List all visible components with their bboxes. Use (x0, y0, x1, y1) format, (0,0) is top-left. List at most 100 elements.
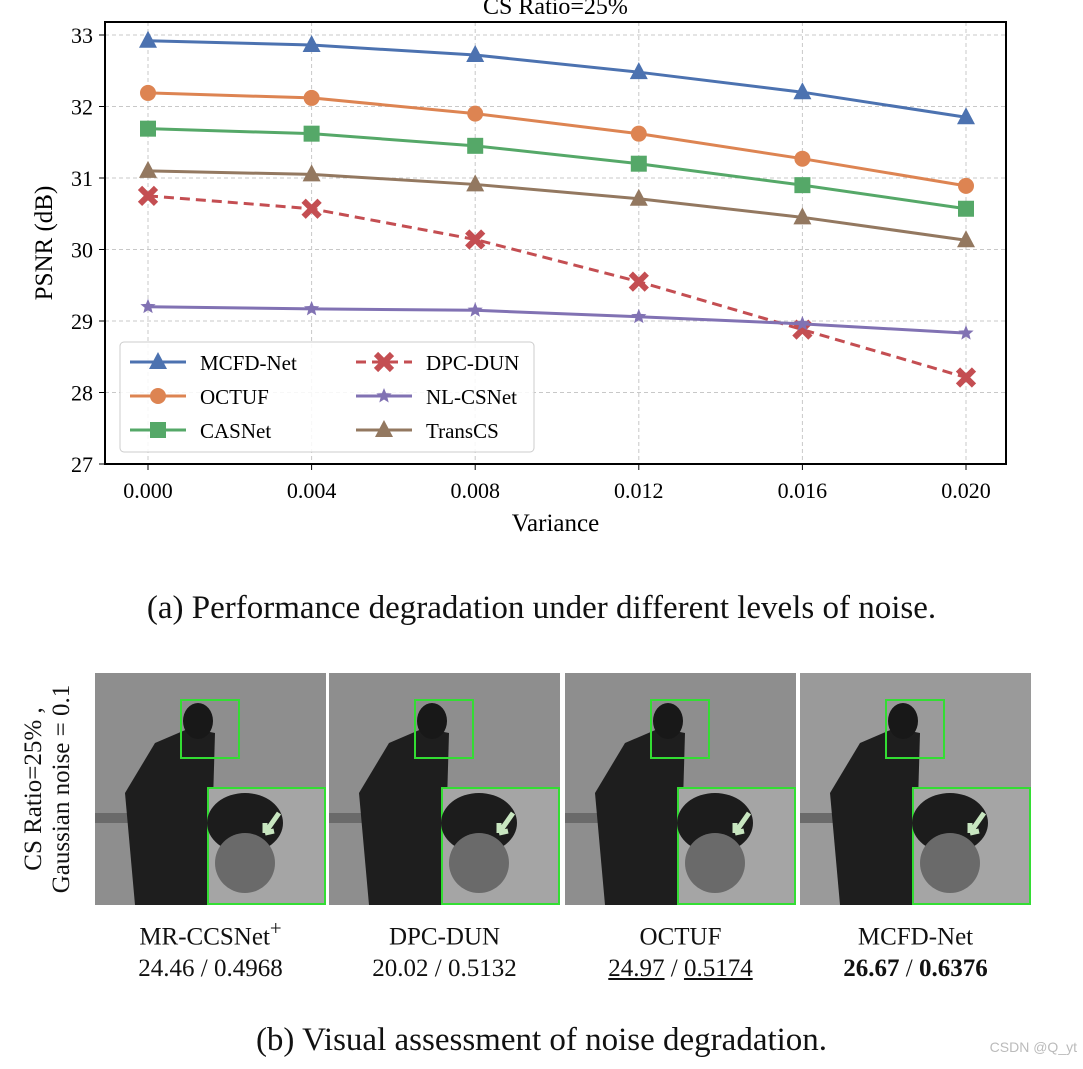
data-point (630, 155, 647, 172)
reconstruction-image-mr-ccsnet (95, 673, 326, 905)
data-point (630, 125, 647, 142)
data-point (467, 105, 484, 122)
series-octuf (140, 84, 974, 194)
legend: MCFD-Net OCTUF CASNet DPC-DUN NL-CSNet TransC… (119, 341, 535, 453)
reconstruction-image-octuf (565, 673, 796, 905)
data-point (958, 200, 974, 217)
x-tick-label: 0.020 (941, 478, 991, 503)
legend-label: MCFD-Net (200, 351, 297, 375)
data-point (957, 230, 975, 248)
data-point (140, 298, 156, 314)
psnr-value: 20.02 (372, 955, 429, 983)
data-point (466, 45, 485, 63)
panel-label: DPC-DUN 20.02 / 0.5132 (327, 912, 562, 985)
data-point (140, 84, 156, 101)
row-label-ratio: CS Ratio=25% , (20, 707, 47, 871)
chart-title: CS Ratio=25% (483, 0, 628, 20)
y-tick-label: 27 (71, 452, 93, 477)
caption-a: (a) Performance degradation under differ… (146, 590, 937, 626)
data-point (302, 164, 321, 182)
data-point (629, 62, 648, 80)
method-name: OCTUF (563, 912, 798, 953)
row-label-noise: Gaussian noise = 0.1 (48, 684, 75, 894)
y-tick-label: 33 (71, 23, 93, 48)
plot-frame (104, 21, 1007, 465)
psnr-value: 26.67 (843, 955, 900, 983)
method-name: MR-CCSNet+ (93, 912, 328, 953)
reconstruction-image-mcfd-net (800, 673, 1031, 905)
ssim-value: 0.5174 (683, 955, 753, 983)
data-point (303, 125, 320, 142)
series-transcs (139, 160, 975, 248)
data-point (139, 30, 157, 48)
caption-b: (b) Visual assessment of noise degradati… (255, 1022, 828, 1058)
metrics: 24.97 / 0.5174 (608, 955, 753, 983)
series-nl-csnet (140, 298, 974, 340)
method-superscript: + (269, 916, 282, 940)
row-label: CS Ratio=25% , Gaussian noise = 0.1 (20, 673, 76, 905)
y-tick-label: 30 (71, 238, 93, 263)
data-point (793, 82, 812, 100)
legend-label: OCTUF (200, 385, 269, 409)
method-name: DPC-DUN (327, 912, 562, 953)
data-point (793, 207, 812, 225)
x-axis-label: Variance (512, 510, 599, 537)
cameraman-image (565, 673, 796, 905)
data-point (631, 308, 647, 324)
cameraman-image (800, 673, 1031, 905)
ssim-value: 0.4968 (213, 955, 283, 983)
data-point (958, 177, 974, 194)
method-label: OCTUF (639, 923, 722, 951)
data-point (466, 174, 485, 192)
y-axis-label: PSNR (dB) (31, 186, 58, 301)
series-line (147, 305, 967, 335)
legend-label: DPC-DUN (426, 351, 519, 375)
series-line (147, 194, 967, 379)
reconstruction-image-dpc-dun (329, 673, 560, 905)
data-point (465, 229, 486, 250)
data-point (794, 315, 811, 331)
data-point (140, 120, 156, 137)
method-label: MCFD-Net (857, 923, 974, 951)
legend-marker (373, 351, 395, 373)
x-tick-label: 0.000 (123, 478, 173, 503)
legend-box (119, 341, 535, 453)
y-tick-label: 31 (71, 166, 93, 191)
series-line (147, 39, 967, 119)
metrics: 20.02 / 0.5132 (372, 955, 517, 983)
cameraman-image (329, 673, 560, 905)
data-point (467, 137, 484, 154)
legend-marker (150, 388, 166, 404)
legend-label: NL-CSNet (426, 385, 517, 409)
data-point (137, 185, 159, 206)
legend-label: TransCS (426, 419, 499, 443)
data-point (302, 35, 321, 53)
data-point (628, 271, 649, 292)
watermark: CSDN @Q_yt (989, 1039, 1077, 1055)
legend-marker (376, 388, 392, 403)
y-tick-label: 32 (71, 95, 93, 120)
ssim-value: 0.6376 (918, 955, 988, 983)
data-point (794, 150, 811, 167)
series-casnet (140, 120, 974, 217)
data-point (957, 107, 975, 125)
panel-label: OCTUF 24.97 / 0.5174 (563, 912, 798, 985)
data-point (301, 198, 322, 219)
legend-label: CASNet (200, 419, 271, 443)
psnr-value: 24.46 (138, 955, 195, 983)
cameraman-image (95, 673, 326, 905)
method-label: DPC-DUN (388, 923, 501, 951)
x-tick-label: 0.012 (614, 478, 664, 503)
method-name: MCFD-Net (798, 912, 1033, 953)
data-point (629, 188, 648, 206)
panel-label: MR-CCSNet+ 24.46 / 0.4968 (93, 912, 328, 985)
x-tick-label: 0.004 (287, 478, 337, 503)
legend-marker (150, 422, 166, 438)
psnr-value: 24.97 (608, 955, 665, 983)
data-point (139, 160, 157, 178)
series-mcfd-net (139, 30, 975, 125)
legend-marker (375, 420, 393, 437)
ssim-value: 0.5132 (447, 955, 517, 983)
data-point (794, 177, 811, 194)
series-dpc-dun (137, 185, 977, 388)
